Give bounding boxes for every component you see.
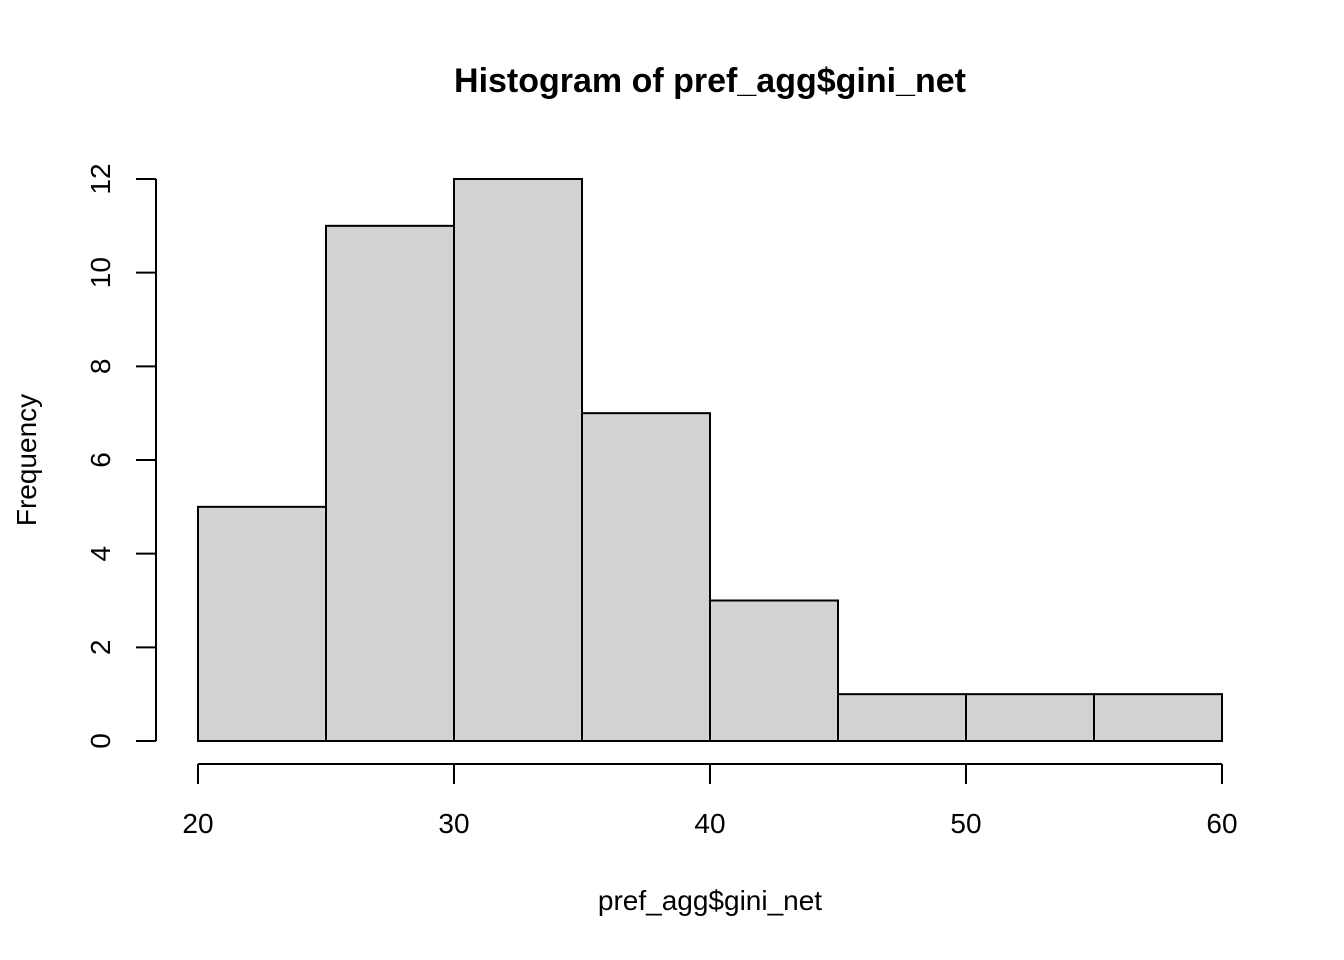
y-axis-label: Frequency xyxy=(11,394,42,526)
x-tick-label-30: 30 xyxy=(438,808,469,839)
histogram-bar-8 xyxy=(1093,693,1223,743)
x-tick-label-60: 60 xyxy=(1206,808,1237,839)
x-tick-label-50: 50 xyxy=(950,808,981,839)
y-tick-label-12: 12 xyxy=(85,163,116,194)
histogram-bar-7 xyxy=(965,693,1095,743)
chart-title: Histogram of pref_agg$gini_net xyxy=(454,62,966,100)
histogram-bar-1 xyxy=(197,505,327,743)
y-tick-label-0: 0 xyxy=(85,733,116,749)
histogram-bar-6 xyxy=(837,693,967,743)
x-tick-label-20: 20 xyxy=(182,808,213,839)
bars-group xyxy=(197,178,1223,743)
y-tick-label-8: 8 xyxy=(85,359,116,375)
x-axis-label: pref_agg$gini_net xyxy=(598,885,822,916)
x-axis: 20 30 40 50 60 xyxy=(182,763,1238,839)
x-tick-label-40: 40 xyxy=(694,808,725,839)
histogram-bar-3 xyxy=(453,178,583,742)
y-axis: 0 2 4 6 8 10 12 xyxy=(85,163,157,749)
y-tick-label-4: 4 xyxy=(85,546,116,562)
histogram-bar-2 xyxy=(325,224,455,743)
y-tick-label-10: 10 xyxy=(85,257,116,288)
y-tick-label-6: 6 xyxy=(85,452,116,468)
histogram-bar-4 xyxy=(581,412,711,742)
y-tick-label-2: 2 xyxy=(85,640,116,656)
histogram-bar-5 xyxy=(709,599,839,742)
